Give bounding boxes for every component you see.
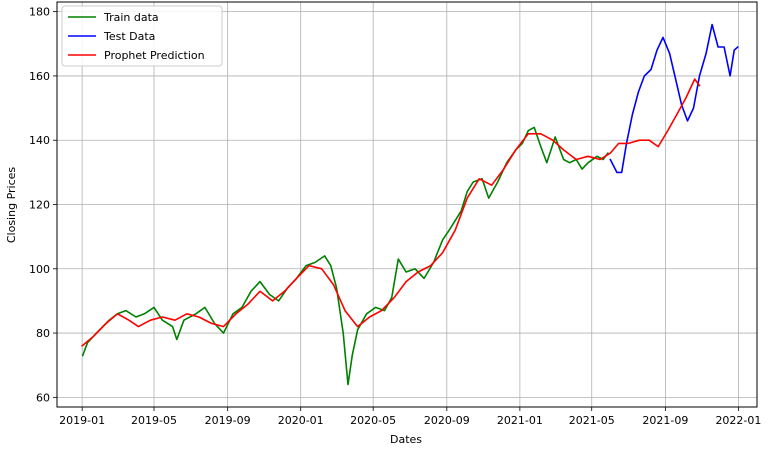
grid-lines <box>57 2 757 407</box>
x-axis-label: Dates <box>390 433 422 446</box>
y-tick-label: 120 <box>29 199 50 212</box>
y-tick-label: 80 <box>36 327 50 340</box>
x-tick-label: 2019-05 <box>131 414 177 427</box>
legend-label-test: Test Data <box>103 30 155 43</box>
x-tick-label: 2019-09 <box>205 414 251 427</box>
legend-label-prophet: Prophet Prediction <box>104 49 205 62</box>
legend-label-train: Train data <box>103 11 159 24</box>
x-tick-label: 2019-01 <box>59 414 105 427</box>
x-tick-label: 2021-05 <box>569 414 615 427</box>
series-line-prophet-prediction <box>81 78 701 347</box>
x-axis-ticks: 2019-01 2019-05 2019-09 2020-01 2020-05 2020-… <box>59 407 761 427</box>
x-tick-label: 2021-09 <box>642 414 688 427</box>
y-axis-ticks: 60 80 100 120 140 160 180 <box>29 6 57 404</box>
y-tick-label: 100 <box>29 263 50 276</box>
x-tick-label: 2020-05 <box>350 414 396 427</box>
y-tick-label: 140 <box>29 134 50 147</box>
series-line-train-data <box>81 126 609 386</box>
y-tick-label: 160 <box>29 70 50 83</box>
x-tick-label: 2020-01 <box>278 414 324 427</box>
x-tick-label: 2021-01 <box>497 414 543 427</box>
x-tick-label: 2022-01 <box>715 414 761 427</box>
x-tick-label: 2020-09 <box>424 414 470 427</box>
y-axis-label: Closing Prices <box>5 167 18 244</box>
legend: Train data Test Data Prophet Prediction <box>61 5 223 67</box>
y-tick-label: 180 <box>29 6 50 19</box>
series-line-test-data <box>609 23 739 174</box>
y-tick-label: 60 <box>36 391 50 404</box>
series-lines <box>81 23 739 386</box>
legend-box <box>61 5 223 67</box>
